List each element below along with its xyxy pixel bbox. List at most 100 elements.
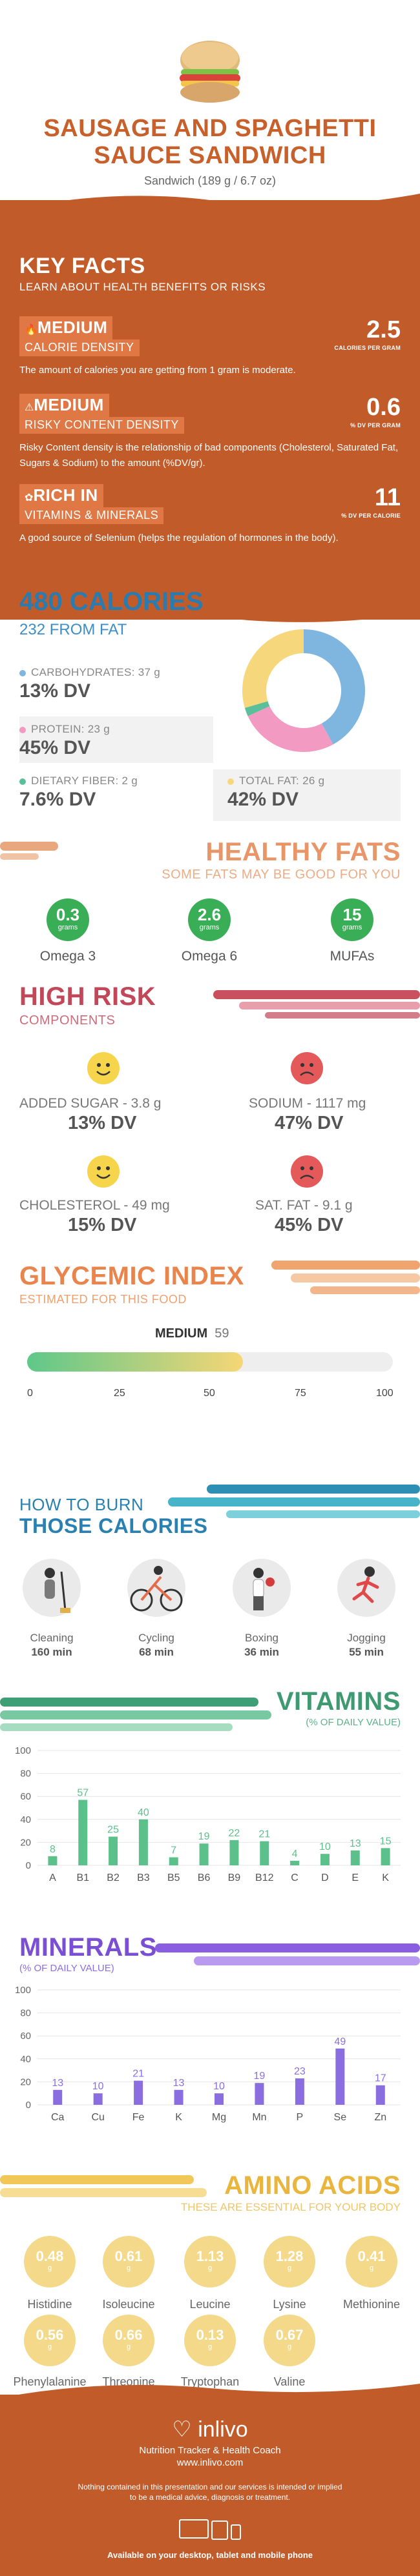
bar-value-label: 13 (52, 2078, 63, 2089)
happy-face-icon (87, 1052, 120, 1084)
minerals-section: MINERALS (% OF DAILY VALUE) 0 20 40 60 80 100… (0, 1927, 420, 2146)
x-tick-label: C (291, 1872, 299, 1883)
cycling-icon (127, 1559, 185, 1617)
x-tick-label: Se (334, 2112, 347, 2123)
bar-value-label: 19 (254, 2071, 266, 2082)
x-tick-label: Zn (374, 2112, 386, 2123)
x-tick-label: Mn (252, 2112, 266, 2123)
bar-value-label: 10 (92, 2081, 104, 2092)
y-tick-label: 0 (26, 2100, 31, 2111)
minerals-title: MINERALS (19, 1933, 157, 1962)
glycemic-ticks: 0 25 50 75 100 (27, 1388, 394, 1402)
bar-value-label: 25 (107, 1825, 119, 1836)
brand-url[interactable]: www.inlivo.com (176, 2457, 244, 2468)
bar-value-label: 23 (294, 2066, 306, 2077)
y-tick-label: 40 (20, 2054, 31, 2065)
bar-B3 (138, 1819, 148, 1865)
x-tick-label: B6 (198, 1872, 211, 1883)
activity-label: Boxing (245, 1632, 278, 1644)
bar-K (174, 2089, 184, 2105)
amino-label: Phenylalanine (13, 2375, 87, 2388)
y-tick-label: 80 (20, 2008, 31, 2019)
sodium-label: SODIUM - 1117 mg (249, 1096, 366, 1111)
header: SAUSAGE AND SPAGHETTI SAUCE SANDWICH San… (0, 0, 420, 200)
tick-label: 0 (27, 1388, 33, 1399)
bar-Fe (134, 2080, 143, 2105)
high-risk-subtitle: COMPONENTS (19, 1013, 116, 1028)
glycemic-section: GLYCEMIC INDEX ESTIMATED FOR THIS FOOD M… (0, 1249, 420, 1462)
amino-subtitle: THESE ARE ESSENTIAL FOR YOUR BODY (180, 2201, 401, 2213)
donut-slice-dietary-fiber (244, 701, 270, 716)
brand-tagline: Nutrition Tracker & Health Coach (139, 2445, 281, 2456)
fat-dot (227, 778, 234, 785)
amino-label: Tryptophan (180, 2375, 240, 2388)
healthy-fats-subtitle: SOME FATS MAY BE GOOD FOR YOU (162, 867, 401, 882)
amino-label: Lysine (273, 2298, 306, 2311)
x-tick-label: K (382, 1872, 389, 1883)
bar-B12 (260, 1841, 269, 1865)
bar-B5 (169, 1857, 178, 1865)
bar-value-label: 10 (213, 2081, 225, 2092)
amino-badge: 0.13 g (184, 2315, 236, 2366)
amino-section: AMINO ACIDS THESE ARE ESSENTIAL FOR YOUR… (0, 2169, 420, 2388)
wave-divider (0, 2384, 420, 2398)
tick-label: 50 (204, 1388, 215, 1399)
decor-stripes (168, 1485, 420, 1518)
x-tick-label: P (297, 2112, 304, 2123)
y-tick-label: 20 (20, 1837, 31, 1848)
y-tick-label: 20 (20, 2076, 31, 2087)
decor-stripes (0, 1698, 271, 1731)
amino-badge: 0.56 g (24, 2315, 76, 2366)
bar-Mg (215, 2093, 224, 2105)
bar-value-label: 4 (292, 1849, 298, 1860)
key-facts-section: KEY FACTS LEARN ABOUT HEALTH BENEFITS OR… (0, 194, 420, 622)
burn-title-1: HOW TO BURN (19, 1495, 144, 1514)
glycemic-readout: MEDIUM 59 (155, 1326, 229, 1341)
bar-E (350, 1850, 360, 1865)
tick-label: 75 (295, 1388, 306, 1399)
fact-calorie-density: 🔥MEDIUM CALORIE DENSITY 2.5 CALORIES PER… (19, 316, 401, 376)
omega6-label: Omega 6 (181, 949, 238, 964)
y-tick-label: 40 (20, 1814, 31, 1825)
burn-section: HOW TO BURN THOSE CALORIES Cleaning 160 … (0, 1478, 420, 1678)
activity-value: 55 min (349, 1646, 384, 1658)
bar-value-label: 19 (198, 1831, 210, 1842)
footer: ♡ inlivo Nutrition Tracker & Health Coac… (0, 2384, 420, 2576)
activity-value: 68 min (139, 1646, 174, 1658)
donut-slice-carbohydrates (304, 629, 365, 745)
bar-value-label: 8 (50, 1844, 56, 1855)
minerals-bar-chart: 0 20 40 60 80 100 13 Ca 10 Cu 21 Fe 13 K 10 Mg 19 Mn 23 P 49… (15, 1985, 401, 2123)
bar-Zn (375, 2085, 385, 2105)
fiber-dot (19, 778, 26, 785)
carbs-dot (19, 669, 26, 676)
amino-label: Methionine (342, 2298, 401, 2311)
x-tick-label: Ca (51, 2112, 65, 2123)
page-title: SAUSAGE AND SPAGHETTI SAUCE SANDWICH (43, 115, 377, 169)
x-tick-label: B1 (76, 1872, 89, 1883)
donut-slice-total-fat (242, 629, 304, 708)
macro-carbs: CARBOHYDRATES: 37 g 13% DV (19, 666, 160, 702)
amino-badge: 0.67 g (264, 2315, 315, 2366)
donut-slice-protein (247, 706, 333, 752)
activity-label: Jogging (347, 1632, 386, 1644)
decor-stripes (155, 1943, 420, 1965)
bar-value-label: 49 (334, 2036, 346, 2047)
bar-A (48, 1856, 58, 1865)
activity-label: Cycling (138, 1632, 174, 1644)
bar-value-label: 10 (319, 1841, 331, 1852)
calories-title: 480 CALORIES (19, 587, 204, 616)
x-tick-label: Mg (212, 2112, 226, 2123)
bar-value-label: 57 (77, 1788, 89, 1799)
bar-Cu (93, 2093, 103, 2105)
wave-divider (0, 194, 420, 213)
heart-icon: ♡ (172, 2417, 192, 2442)
availability-note: Available on your desktop, tablet and mo… (107, 2550, 313, 2560)
bar-B1 (78, 1800, 88, 1865)
brand-logo: ♡ inlivo (172, 2417, 248, 2442)
jogging-icon (337, 1559, 395, 1617)
activity-label: Cleaning (30, 1632, 74, 1644)
x-tick-label: B2 (107, 1872, 120, 1883)
devices-icon (179, 2519, 241, 2540)
sodium-dv: 47% DV (275, 1113, 344, 1133)
macro-fat: TOTAL FAT: 26 g 42% DV (213, 769, 401, 821)
